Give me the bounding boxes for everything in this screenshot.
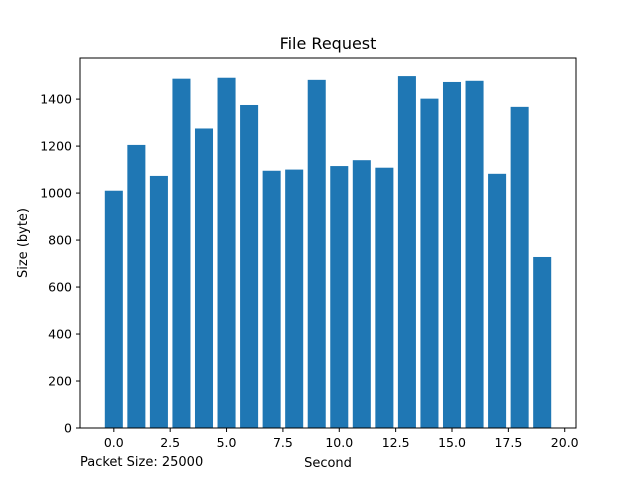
bar-17 — [488, 173, 507, 428]
bar-7 — [262, 170, 281, 428]
bar-15 — [442, 81, 462, 428]
bar-1 — [127, 144, 146, 428]
bar-10 — [330, 166, 349, 429]
bar-18 — [510, 106, 529, 428]
y-tick-label: 1400 — [40, 92, 72, 107]
y-tick-label: 1200 — [40, 139, 72, 154]
chart-title: File Request — [280, 34, 377, 53]
bar-13 — [397, 76, 416, 428]
x-tick-label: 20.0 — [551, 435, 579, 450]
x-tick-label: 15.0 — [438, 435, 466, 450]
plot-frame — [79, 57, 577, 429]
x-tick-label: 2.5 — [160, 435, 180, 450]
bar-16 — [465, 80, 484, 429]
x-axis-label: Second — [304, 456, 352, 471]
y-tick-label: 0 — [64, 421, 72, 436]
y-tick-label: 1000 — [40, 186, 72, 201]
y-tick-label: 600 — [48, 280, 72, 295]
y-axis-label: Size (byte) — [16, 208, 31, 278]
x-tick-label: 0.0 — [104, 435, 124, 450]
x-tick-label: 7.5 — [273, 435, 293, 450]
x-tick-label: 17.5 — [494, 435, 522, 450]
bar-11 — [352, 160, 371, 428]
y-tick-label: 800 — [48, 233, 72, 248]
y-axis-ticks: 0 200 400 600 800 1000 1200 1400 — [40, 92, 80, 436]
bar-0 — [104, 190, 123, 428]
bar-3 — [172, 78, 191, 428]
x-axis-ticks: 0.0 2.5 5.0 7.5 10.0 12.5 15.0 17.5 20.0 — [104, 428, 579, 450]
x-tick-label: 12.5 — [382, 435, 410, 450]
y-tick-label: 200 — [48, 374, 72, 389]
bars-group — [104, 76, 552, 429]
bar-6 — [240, 104, 259, 428]
x-tick-label: 5.0 — [217, 435, 237, 450]
bar-9 — [307, 79, 326, 428]
bar-12 — [375, 167, 394, 428]
x-tick-label: 10.0 — [325, 435, 353, 450]
bar-5 — [217, 77, 236, 428]
packet-size-annotation: Packet Size: 25000 — [80, 455, 203, 470]
bar-4 — [194, 128, 214, 428]
bar-2 — [149, 175, 168, 428]
bar-19 — [533, 256, 552, 428]
bar-8 — [285, 169, 304, 429]
bar-14 — [420, 98, 439, 429]
y-tick-label: 400 — [48, 327, 72, 342]
